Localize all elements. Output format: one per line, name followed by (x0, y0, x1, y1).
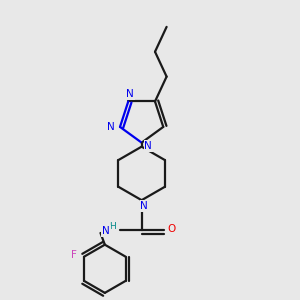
Text: N: N (145, 141, 152, 151)
Text: O: O (168, 224, 176, 234)
Text: N: N (102, 226, 110, 236)
Text: N: N (107, 122, 115, 132)
Text: F: F (71, 250, 77, 260)
Text: H: H (109, 222, 116, 231)
Text: N: N (126, 89, 134, 99)
Text: N: N (140, 201, 148, 211)
